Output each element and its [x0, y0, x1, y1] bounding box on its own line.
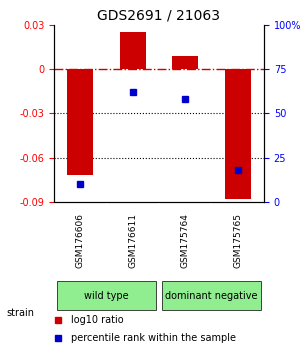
Bar	[172, 56, 198, 69]
Bar	[67, 69, 93, 175]
Text: GSM176611: GSM176611	[128, 213, 137, 268]
Text: percentile rank within the sample: percentile rank within the sample	[71, 333, 236, 343]
Title: GDS2691 / 21063: GDS2691 / 21063	[98, 8, 220, 22]
Text: GSM176606: GSM176606	[76, 213, 85, 268]
FancyBboxPatch shape	[57, 281, 156, 310]
Text: wild type: wild type	[84, 291, 129, 301]
Text: log10 ratio: log10 ratio	[71, 315, 123, 325]
Text: dominant negative: dominant negative	[165, 291, 258, 301]
Bar	[225, 69, 251, 199]
Text: GSM175765: GSM175765	[233, 213, 242, 268]
Text: strain: strain	[6, 308, 34, 318]
FancyBboxPatch shape	[162, 281, 261, 310]
Text: GSM175764: GSM175764	[181, 213, 190, 268]
Bar	[120, 32, 146, 69]
